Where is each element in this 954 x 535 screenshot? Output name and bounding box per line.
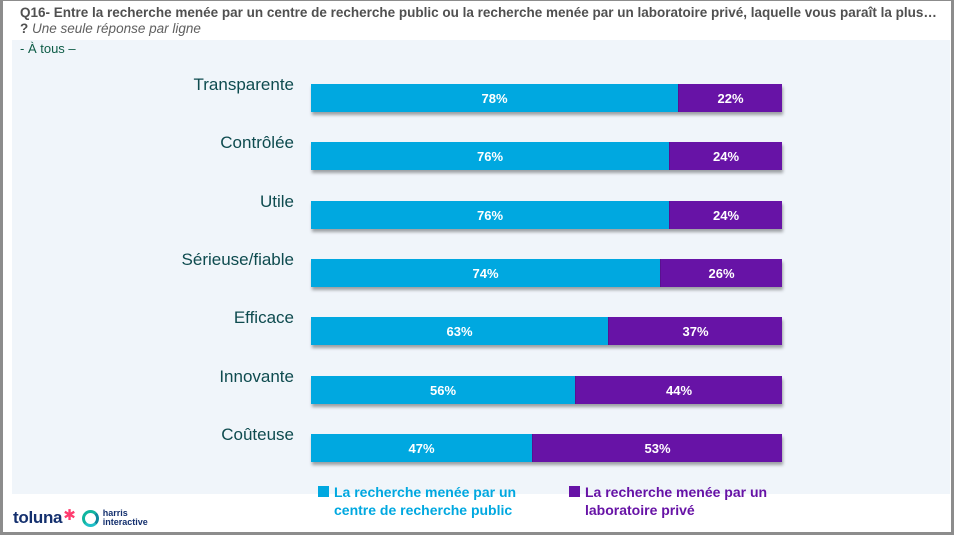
instruction-text: Une seule réponse par ligne [32,21,201,36]
category-label: Transparente [193,75,294,94]
bar-segment-private: 26% [660,259,782,287]
data-label: 47% [408,440,435,456]
bar-segment-public: 63% [311,317,608,345]
harris-ring-icon [81,509,99,527]
data-label: 78% [481,90,508,106]
bar-segment-private: 44% [575,376,782,404]
legend-label-private-line1: La recherche menée par un [585,484,768,500]
bar-segment-public: 76% [311,201,669,229]
bar-segment-public: 76% [311,142,669,170]
bar-row: 47% 53% [311,434,782,462]
asterisk-icon: ✱ [63,507,76,524]
data-label: 24% [712,207,740,223]
category-label: Contrôlée [220,133,294,152]
category-label: Sérieuse/fiable [181,250,294,269]
category-label: Coûteuse [221,425,294,444]
data-label: 63% [446,323,473,339]
data-label: 37% [682,323,709,339]
bar-segment-private: 24% [669,142,782,170]
bar-row: 56% 44% [311,376,782,404]
data-label: 74% [472,265,499,281]
brand-logos: toluna ✱ harris interactive [13,507,148,528]
base-label: - À tous – [20,41,76,56]
bar-segment-private: 53% [532,434,782,462]
data-label: 76% [476,207,504,223]
harris-interactive-logo: harris interactive [102,508,148,527]
bar-row: 76% 24% [311,201,782,229]
data-label: 26% [708,265,735,281]
legend-label-public-line2: centre de recherche public [334,502,513,518]
data-label: 24% [712,148,740,164]
bar-segment-public: 47% [311,434,532,462]
data-label: 22% [717,90,744,106]
bar-segment-private: 37% [608,317,782,345]
category-label: Utile [259,192,294,211]
bar-segment-public: 78% [311,84,678,112]
bar-row: 76% 24% [311,142,782,170]
data-label: 53% [644,440,671,456]
question-title: Q16- Entre la recherche menée par un cen… [20,5,940,37]
data-label: 56% [429,382,457,398]
bar-segment-private: 22% [678,84,782,112]
bar-row: 78% 22% [311,84,782,112]
legend-swatch-private [569,486,580,497]
bar-row: 63% 37% [311,317,782,345]
bar-row: 74% 26% [311,259,782,287]
legend-label-private-line2: laboratoire privé [585,502,695,518]
toluna-logo: toluna [13,508,63,527]
question-text: Q16- Entre la recherche menée par un cen… [20,5,937,36]
legend-label-public-line1: La recherche menée par un [334,484,517,500]
legend-swatch-public [318,486,329,497]
data-label: 76% [476,148,504,164]
data-label: 44% [665,382,693,398]
legend-item-private: La recherche menée par un laboratoire pr… [569,483,767,519]
legend-item-public: La recherche menée par un centre de rech… [318,483,516,519]
bar-segment-private: 24% [669,201,782,229]
category-label: Innovante [219,367,294,386]
category-label: Efficace [233,308,294,327]
bar-segment-public: 74% [311,259,660,287]
bar-segment-public: 56% [311,376,575,404]
